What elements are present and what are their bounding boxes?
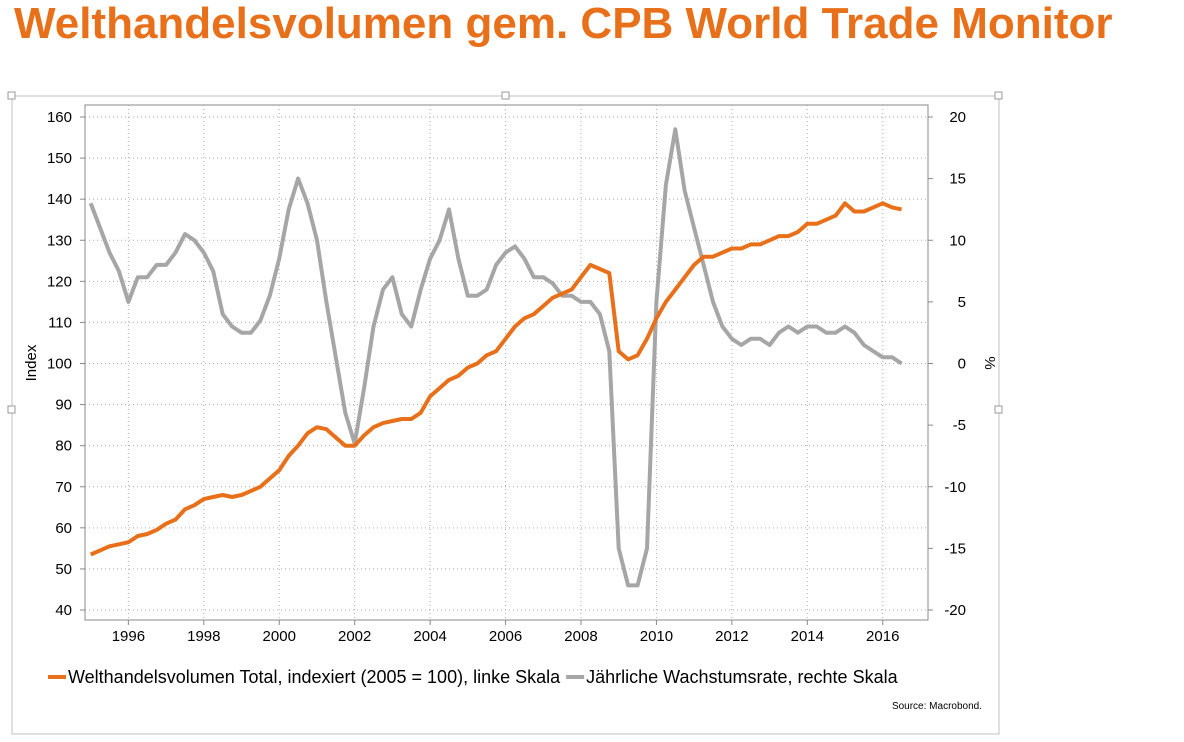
y2-tick-label: 0 (958, 356, 966, 373)
x-tick-label: 2010 (640, 628, 673, 645)
y2-tick-label: -10 (944, 479, 966, 496)
x-tick-label: 2012 (715, 628, 748, 645)
x-tick-label: 2000 (263, 628, 296, 645)
x-tick-label: 2004 (413, 628, 446, 645)
y-tick-label: 80 (55, 438, 72, 455)
y2-axis-label: % (981, 356, 998, 369)
y-axis-label: Index (23, 344, 40, 381)
y-tick-label: 100 (47, 356, 72, 373)
y-tick-label: 110 (48, 314, 72, 331)
y-tick-label: 50 (55, 561, 72, 578)
source: Source: Macrobond. (892, 701, 982, 712)
y2-tick-label: -5 (953, 417, 966, 434)
handles (7, 91, 1003, 414)
y2-tick-label: 20 (949, 109, 966, 126)
y-tick-label: 120 (47, 273, 72, 290)
x-tick-label: 2014 (791, 628, 824, 645)
y-tick-label: 70 (55, 479, 72, 496)
y2-tick-label: -15 (944, 540, 966, 557)
x-tick-label: 2016 (866, 628, 899, 645)
y2-tick-label: -20 (944, 602, 966, 619)
y2-tick-label: 10 (949, 232, 966, 249)
legend-label: Jährliche Wachstumsrate, rechte Skala (586, 667, 898, 687)
x-tick-label: 1996 (112, 628, 145, 645)
chart-title: Welthandelsvolumen gem. CPB World Trade … (14, 0, 1113, 48)
series-line (89, 201, 903, 557)
x-tick-label: 1998 (187, 628, 220, 645)
y-tick-label: 160 (47, 109, 72, 126)
y-tick-label: 140 (47, 191, 72, 208)
y2-tick-label: 5 (958, 294, 966, 311)
y-tick-label: 60 (55, 520, 72, 537)
plot-area (84, 104, 929, 621)
x-tick-label: 2008 (564, 628, 597, 645)
x-tick-label: 2002 (338, 628, 371, 645)
y-tick-label: 150 (47, 150, 72, 167)
y-tick-label: 40 (55, 602, 72, 619)
legend-label: Welthandelsvolumen Total, indexiert (200… (68, 667, 561, 687)
y2-tick-label: 15 (949, 171, 966, 188)
series-line (88, 127, 903, 588)
x-tick-label: 2006 (489, 628, 522, 645)
y-tick-label: 90 (55, 397, 72, 414)
y-tick-label: 130 (47, 232, 72, 249)
